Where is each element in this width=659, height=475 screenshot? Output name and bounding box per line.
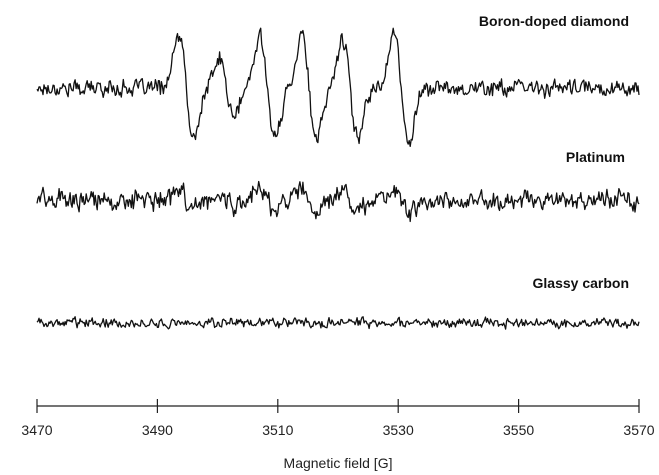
x-tick-label-3510: 3510 bbox=[262, 422, 293, 438]
x-tick-label-3550: 3550 bbox=[503, 422, 534, 438]
series-line-platinum bbox=[36, 180, 640, 223]
series-label-platinum: Platinum bbox=[566, 149, 625, 165]
x-tick-label-3570: 3570 bbox=[623, 422, 654, 438]
series-label-boron-doped-diamond: Boron-doped diamond bbox=[479, 13, 629, 29]
series-label-glassy-carbon: Glassy carbon bbox=[533, 275, 630, 291]
x-axis-label: Magnetic field [G] bbox=[284, 455, 393, 471]
x-tick-label-3490: 3490 bbox=[142, 422, 173, 438]
x-tick-label-3530: 3530 bbox=[383, 422, 414, 438]
x-tick-label-3470: 3470 bbox=[21, 422, 52, 438]
series-line-glassy-carbon bbox=[36, 316, 640, 330]
series-labels: Boron-doped diamond Platinum Glassy carb… bbox=[479, 13, 629, 291]
x-axis: 3470 3490 3510 3530 3550 3570 bbox=[21, 399, 655, 438]
series-line-boron-doped-diamond bbox=[36, 27, 640, 148]
plot-area bbox=[36, 27, 640, 330]
